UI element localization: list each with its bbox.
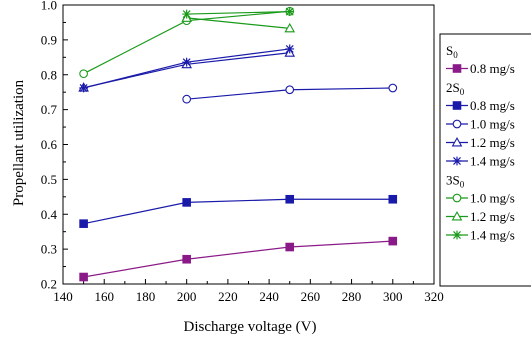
x-tick-label: 140: [53, 289, 73, 304]
y-tick-label: 0.3: [41, 242, 57, 257]
y-tick-label: 0.6: [41, 137, 58, 152]
legend-label: 1.2 mg/s: [470, 135, 515, 150]
data-point: [285, 7, 295, 17]
legend-group-header: 3S0: [446, 173, 465, 190]
data-point: [285, 85, 295, 95]
legend-label: 1.4 mg/s: [470, 154, 515, 169]
data-point: [79, 69, 88, 79]
y-tick-label: 0.9: [41, 32, 57, 47]
series-1: [79, 194, 398, 228]
legend-label: 1.2 mg/s: [470, 209, 515, 224]
data-point: [182, 57, 192, 67]
legend-marker: [452, 119, 462, 129]
series-line: [83, 240, 393, 278]
data-point: [388, 236, 398, 246]
legend-label: 0.8 mg/s: [470, 98, 515, 113]
y-tick-label: 0.4: [41, 207, 58, 222]
y-tick-label: 0.8: [41, 67, 57, 82]
x-axis: 140 160 180 200 220 240 260 280 300 320: [53, 279, 444, 304]
y-axis-label: Propellant utilization: [11, 79, 27, 206]
series-2: [182, 83, 398, 104]
series-line: [186, 17, 290, 29]
legend-marker: [451, 210, 463, 221]
x-tick-label: 300: [383, 289, 403, 304]
legend-group-header: 2S0: [446, 80, 465, 97]
legend-label: 1.0 mg/s: [470, 117, 515, 132]
x-tick-label: 200: [177, 289, 197, 304]
data-point: [388, 83, 398, 93]
y-tick-label: 1.0: [41, 0, 57, 13]
data-point: [284, 22, 296, 33]
data-point: [79, 83, 89, 93]
data-point: [79, 219, 88, 228]
series-line: [83, 198, 393, 225]
x-tick-label: 280: [342, 289, 362, 304]
x-tick-label: 320: [424, 289, 444, 304]
data-point: [182, 254, 191, 264]
legend-marker: [452, 230, 462, 240]
data-point: [285, 194, 295, 204]
y-tick-label: 0.2: [41, 277, 57, 292]
series-line: [83, 48, 290, 89]
y-axis: 0.2 0.3 0.4 0.5 0.6 0.7 0.8 0.9 1.0: [41, 0, 68, 292]
x-tick-label: 260: [301, 289, 321, 304]
legend-marker: [451, 136, 463, 147]
data-point: [182, 198, 191, 207]
legend-marker: [452, 101, 462, 110]
legend: S0 0.8 mg/s 2S0 0.8 mg/s 1.0 mg/s 1.2 mg/s 1.4…: [439, 33, 531, 287]
data-point: [285, 242, 295, 252]
series-0: [79, 236, 398, 282]
series-layer: [78, 6, 398, 282]
series-line: [186, 11, 290, 15]
series-7: [182, 7, 295, 19]
y-tick-label: 0.7: [41, 102, 58, 117]
y-tick-label: 0.5: [41, 172, 57, 187]
series-3: [78, 47, 296, 92]
legend-label: 1.4 mg/s: [470, 228, 515, 243]
x-tick-label: 220: [218, 289, 238, 304]
legend-label: 0.8 mg/s: [470, 61, 515, 76]
x-tick-label: 240: [259, 289, 279, 304]
legend-group-header: S0: [446, 43, 458, 60]
x-tick-label: 180: [136, 289, 156, 304]
legend-marker: [452, 193, 462, 203]
data-point: [182, 9, 192, 19]
data-point: [388, 194, 398, 204]
data-point: [285, 44, 295, 54]
data-point: [79, 272, 88, 282]
x-axis-label: Discharge voltage (V): [183, 319, 316, 335]
legend-marker: [452, 156, 462, 166]
legend-label: 1.0 mg/s: [470, 191, 515, 206]
x-tick-label: 160: [94, 289, 114, 304]
series-4: [79, 44, 295, 93]
data-point: [182, 94, 192, 104]
legend-marker: [452, 64, 462, 73]
